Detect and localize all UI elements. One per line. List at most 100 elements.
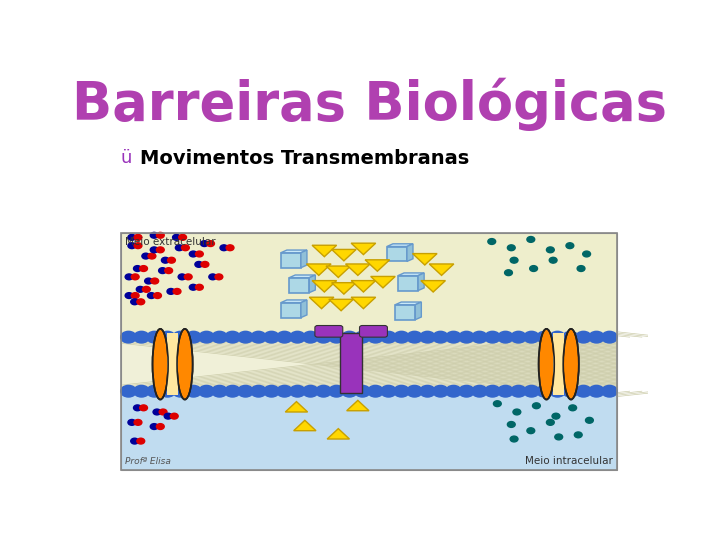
Circle shape (226, 245, 234, 251)
Circle shape (446, 332, 462, 343)
Circle shape (168, 258, 176, 263)
Ellipse shape (539, 329, 554, 400)
Circle shape (329, 332, 344, 343)
Circle shape (508, 422, 516, 427)
Polygon shape (415, 302, 421, 320)
Polygon shape (351, 297, 376, 309)
Ellipse shape (177, 329, 193, 400)
Circle shape (150, 232, 158, 238)
Polygon shape (307, 264, 331, 275)
Circle shape (289, 332, 305, 343)
Circle shape (140, 266, 148, 272)
Circle shape (131, 299, 138, 305)
Circle shape (128, 234, 136, 240)
Circle shape (160, 332, 175, 343)
Polygon shape (365, 260, 390, 271)
Circle shape (184, 274, 192, 280)
Circle shape (276, 332, 292, 343)
Circle shape (121, 386, 136, 397)
Circle shape (189, 285, 197, 290)
Circle shape (368, 386, 383, 397)
Bar (121, 391, 617, 470)
Circle shape (315, 332, 331, 343)
Bar (121, 233, 617, 470)
Circle shape (527, 237, 535, 242)
Circle shape (407, 386, 423, 397)
Circle shape (136, 286, 144, 292)
Circle shape (173, 288, 181, 294)
Bar (121, 337, 617, 391)
Circle shape (128, 420, 136, 426)
Circle shape (498, 332, 513, 343)
Circle shape (131, 293, 139, 299)
Polygon shape (310, 297, 334, 309)
Circle shape (533, 403, 540, 409)
Circle shape (523, 332, 539, 343)
Circle shape (128, 243, 136, 248)
Polygon shape (326, 266, 351, 278)
Circle shape (589, 386, 604, 397)
Circle shape (150, 424, 158, 429)
Circle shape (530, 266, 538, 272)
Circle shape (472, 386, 487, 397)
Circle shape (264, 386, 279, 397)
Circle shape (225, 386, 240, 397)
Circle shape (134, 386, 149, 397)
Polygon shape (413, 254, 437, 265)
Circle shape (238, 332, 253, 343)
Circle shape (160, 386, 175, 397)
Circle shape (215, 274, 222, 280)
FancyBboxPatch shape (84, 60, 654, 485)
Circle shape (510, 386, 526, 397)
Polygon shape (347, 400, 369, 411)
Circle shape (420, 332, 436, 343)
Polygon shape (301, 250, 307, 268)
Circle shape (577, 266, 585, 272)
Circle shape (131, 438, 138, 444)
Circle shape (134, 234, 142, 240)
Circle shape (178, 274, 186, 280)
Circle shape (498, 386, 513, 397)
Circle shape (121, 332, 136, 343)
Circle shape (569, 405, 577, 411)
Circle shape (493, 401, 501, 407)
Circle shape (171, 413, 178, 419)
Circle shape (485, 386, 500, 397)
Polygon shape (285, 402, 307, 412)
Polygon shape (429, 264, 454, 275)
Circle shape (251, 332, 266, 343)
Polygon shape (395, 302, 421, 305)
Polygon shape (301, 300, 307, 318)
Ellipse shape (153, 329, 168, 400)
Circle shape (472, 332, 487, 343)
Circle shape (153, 409, 161, 415)
Circle shape (523, 386, 539, 397)
Circle shape (156, 424, 164, 429)
Bar (281, 253, 301, 268)
Text: Profª Elisa: Profª Elisa (125, 457, 171, 466)
Circle shape (134, 420, 142, 426)
Circle shape (147, 332, 162, 343)
Circle shape (446, 386, 462, 397)
Circle shape (209, 274, 217, 280)
Circle shape (142, 253, 150, 259)
Circle shape (582, 251, 590, 257)
Circle shape (420, 386, 436, 397)
Circle shape (368, 332, 383, 343)
Circle shape (527, 428, 535, 434)
Circle shape (355, 332, 370, 343)
Circle shape (158, 268, 166, 274)
Polygon shape (407, 244, 413, 261)
Circle shape (315, 386, 331, 397)
Circle shape (566, 243, 574, 248)
FancyBboxPatch shape (359, 326, 387, 337)
Circle shape (173, 332, 189, 343)
Circle shape (342, 386, 357, 397)
Circle shape (186, 332, 202, 343)
Circle shape (510, 332, 526, 343)
Polygon shape (351, 243, 376, 255)
Polygon shape (418, 273, 424, 291)
Circle shape (576, 332, 591, 343)
Circle shape (302, 332, 318, 343)
Circle shape (563, 386, 578, 397)
